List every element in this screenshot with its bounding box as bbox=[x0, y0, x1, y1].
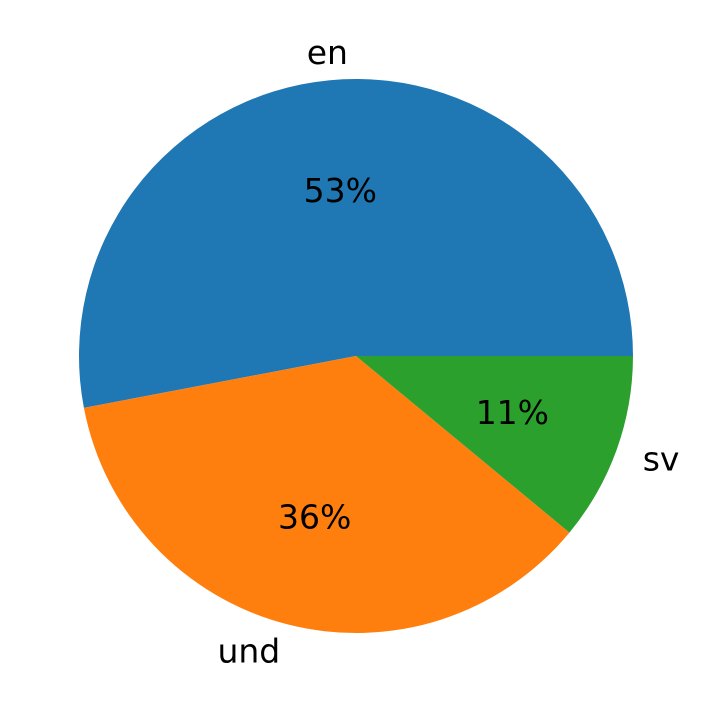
slice-label-sv: sv bbox=[643, 440, 680, 479]
pie-slice-en bbox=[78, 78, 634, 408]
slice-label-en: en bbox=[307, 33, 348, 72]
slice-label-und: und bbox=[217, 632, 280, 671]
pie-labels: en 53% und 36% sv 11% bbox=[217, 33, 679, 670]
slice-pct-und: 36% bbox=[278, 497, 351, 536]
pie-slice-und bbox=[83, 356, 570, 633]
pie-slice-sv bbox=[356, 356, 633, 533]
slice-pct-sv: 11% bbox=[476, 393, 549, 432]
slice-pct-en: 53% bbox=[304, 171, 377, 210]
pie-slices bbox=[78, 78, 634, 633]
